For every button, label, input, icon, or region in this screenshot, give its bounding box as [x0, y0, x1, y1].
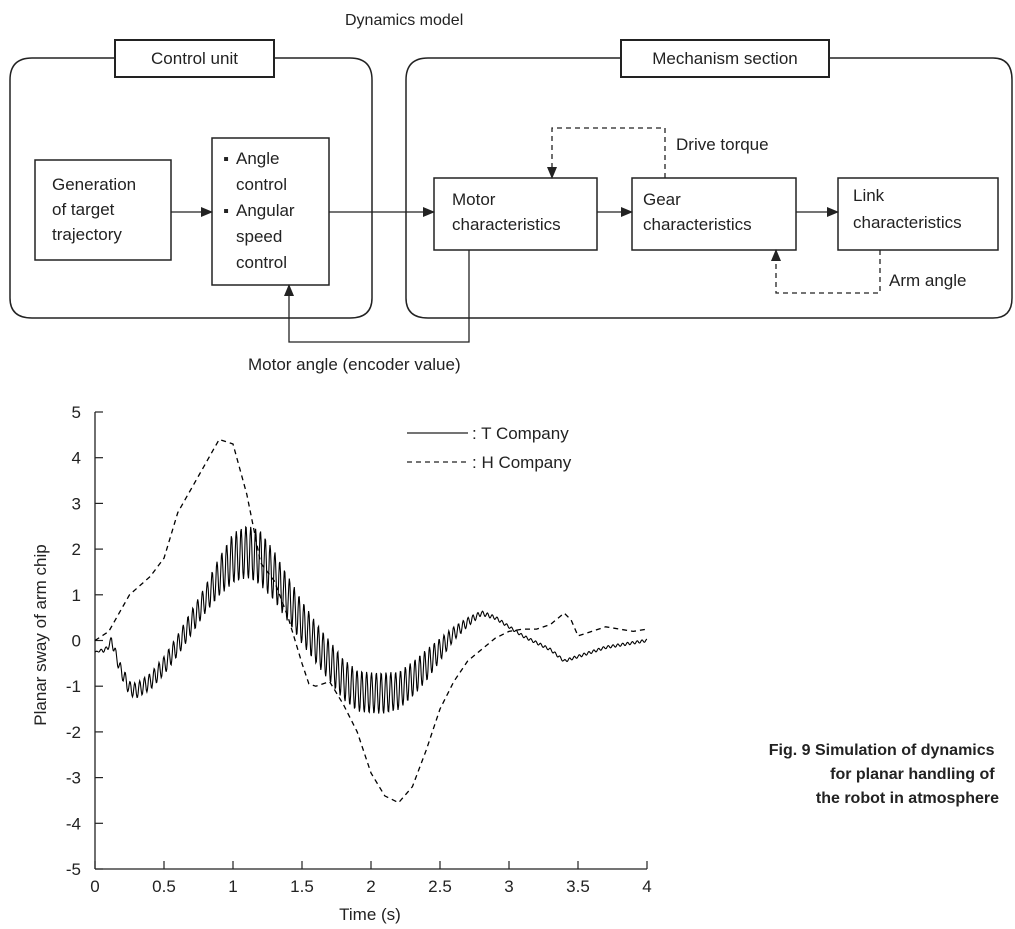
angular-speed-bullet: ▪: [223, 203, 229, 220]
angular-speed-line-3: control: [236, 253, 287, 272]
target-trajectory-label: Generation of target trajectory: [52, 175, 141, 244]
series-line-t-company: [94, 525, 648, 714]
angle-control-bullet: ▪: [223, 151, 229, 168]
motor-characteristics-label: Motor characteristics: [452, 190, 561, 234]
motor-line-2: characteristics: [452, 215, 561, 234]
angle-control-line-1: Angle: [236, 149, 279, 168]
chart-plot-area: 0 0.5 1 1.5 2 2.5 3 3.5 4 5 4 3 2 1 0 -1 -2 -3 -4 -5: [66, 403, 652, 896]
y-tick-label: -1: [66, 677, 81, 696]
target-trajectory-line-2: of target: [52, 200, 115, 219]
mechanism-section-label-box: [620, 39, 830, 78]
y-tick-label: 1: [72, 586, 81, 605]
mechanism-section-group: Mechanism section Motor characteristics …: [405, 39, 1013, 319]
sway-line-chart: 0 0.5 1 1.5 2 2.5 3 3.5 4 5 4 3 2 1 0 -1 -2 -3 -4 -5 Planar…: [31, 403, 652, 924]
mechanism-section-frame: [405, 57, 1013, 319]
angular-speed-line-1: Angular: [236, 201, 295, 220]
y-axis-label: Planar sway of arm chip: [31, 544, 50, 725]
link-characteristics-block: [837, 177, 999, 251]
x-tick-label: 1: [228, 877, 237, 896]
x-tick-label: 2: [366, 877, 375, 896]
link-line-2: characteristics: [853, 213, 962, 232]
arm-angle-feedback-line: [771, 249, 881, 294]
series-line-h-company: [94, 438, 648, 804]
y-tick-label: -3: [66, 769, 81, 788]
drive-torque-feedback-line: [547, 127, 666, 179]
x-tick-label: 3.5: [566, 877, 590, 896]
drive-torque-label: Drive torque: [676, 135, 769, 154]
y-tick-label: 3: [72, 494, 81, 513]
target-trajectory-line-3: trajectory: [52, 225, 122, 244]
x-tick-label: 0.5: [152, 877, 176, 896]
gear-characteristics-label: Gear characteristics: [643, 190, 752, 234]
motor-angle-label: Motor angle (encoder value): [248, 355, 461, 374]
figure-caption: Fig. 9 Simulation of dynamics for planar…: [769, 742, 999, 807]
target-trajectory-block: [34, 159, 172, 261]
gear-line-1: Gear: [643, 190, 681, 209]
angular-speed-control-label: Angular speed control: [236, 201, 299, 272]
y-tick-label: -5: [66, 860, 81, 879]
motor-characteristics-block: [433, 177, 598, 251]
motor-angle-feedback-line: [284, 250, 470, 343]
angular-speed-line-2: speed: [236, 227, 282, 246]
caption-line-3: the robot in atmosphere: [816, 790, 999, 807]
x-tick-label: 2.5: [428, 877, 452, 896]
gear-line-2: characteristics: [643, 215, 752, 234]
caption-line-1: Fig. 9 Simulation of dynamics: [769, 742, 995, 759]
x-tick-label: 3: [504, 877, 513, 896]
dynamics-block-diagram: Dynamics model Control unit Generation o…: [9, 12, 1013, 374]
legend-label-t-company: : T Company: [472, 424, 569, 443]
control-unit-label: Control unit: [151, 49, 238, 68]
chart-legend: : T Company : H Company: [407, 424, 572, 472]
link-characteristics-label: Link characteristics: [853, 186, 962, 232]
angle-control-label: Angle control: [236, 149, 287, 194]
y-tick-label: 0: [72, 632, 81, 651]
signal-arrows: [171, 127, 881, 343]
y-tick-label: 2: [72, 540, 81, 559]
x-tick-label: 4: [642, 877, 651, 896]
x-axis-label: Time (s): [339, 905, 401, 924]
target-trajectory-line-1: Generation: [52, 175, 136, 194]
y-tick-label: -4: [66, 814, 81, 833]
motor-line-1: Motor: [452, 190, 496, 209]
link-line-1: Link: [853, 186, 885, 205]
y-tick-label: 4: [72, 449, 81, 468]
angle-control-line-2: control: [236, 175, 287, 194]
y-tick-label: 5: [72, 403, 81, 422]
control-unit-group: Control unit Generation of target trajec…: [9, 39, 373, 319]
x-tick-label: 0: [90, 877, 99, 896]
x-tick-label: 1.5: [290, 877, 314, 896]
legend-label-h-company: : H Company: [472, 453, 572, 472]
caption-line-2: for planar handling of: [830, 766, 995, 783]
diagram-title: Dynamics model: [345, 12, 463, 29]
control-unit-label-box: [114, 39, 275, 78]
mechanism-section-label: Mechanism section: [652, 49, 798, 68]
gear-characteristics-block: [631, 177, 797, 251]
arm-angle-label: Arm angle: [889, 271, 966, 290]
y-tick-label: -2: [66, 723, 81, 742]
control-unit-frame: [9, 57, 373, 319]
